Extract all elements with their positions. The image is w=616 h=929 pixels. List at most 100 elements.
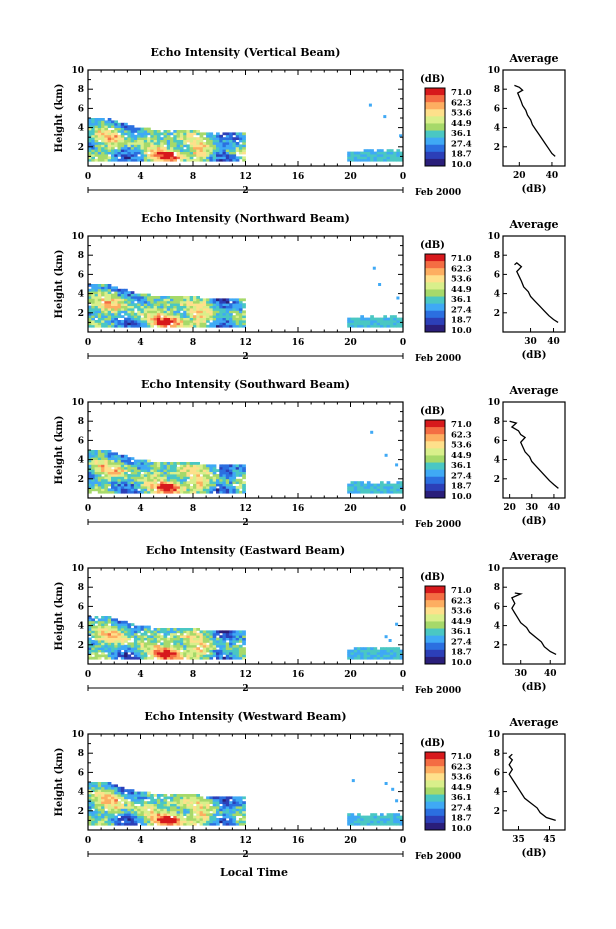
average-y-tick: 6 — [494, 602, 500, 612]
upper-echo-2 — [384, 782, 388, 785]
colorbar-band — [425, 642, 445, 651]
colorbar-band — [425, 254, 445, 262]
colorbar-band — [425, 158, 445, 167]
upper-echo-2 — [395, 622, 399, 626]
colorbar-label: 71.0 — [451, 88, 472, 98]
panel-title: Echo Intensity (Northward Beam) — [141, 212, 350, 225]
day-marker: 2 — [242, 518, 248, 528]
colorbar-band — [425, 116, 445, 124]
x-tick-label: 16 — [292, 836, 305, 846]
colorbar-band — [425, 815, 445, 824]
x-tick-label: 0 — [85, 670, 91, 680]
average-xlabel: (dB) — [522, 184, 547, 195]
colorbar-band — [425, 614, 445, 622]
y-tick-label: 2 — [78, 309, 84, 319]
colorbar-band — [425, 102, 445, 110]
colorbar-label: 10.0 — [451, 326, 472, 336]
y-tick-label: 2 — [78, 475, 84, 485]
upper-echo-2 — [383, 115, 387, 119]
colorbar-band — [425, 483, 445, 492]
colorbar-label: 18.7 — [451, 150, 472, 160]
average-title: Average — [508, 384, 558, 397]
colorbar-unit: (dB) — [420, 240, 445, 251]
average-frame — [502, 401, 566, 499]
colorbar-label: 53.6 — [451, 109, 472, 119]
colorbar-label: 18.7 — [451, 316, 472, 326]
x-tick-label: 16 — [292, 338, 305, 348]
average-x-tick: 30 — [526, 503, 539, 513]
colorbar-label: 53.6 — [451, 773, 472, 783]
average-y-tick: 10 — [487, 564, 500, 574]
colorbar-band — [425, 635, 445, 644]
average-frame — [502, 567, 566, 665]
colorbar-band — [425, 490, 445, 499]
colorbar-label: 62.3 — [451, 264, 472, 274]
colorbar-band — [425, 427, 445, 435]
colorbar-band — [425, 759, 445, 767]
colorbar-band — [425, 600, 445, 608]
average-xlabel: (dB) — [522, 848, 547, 859]
colorbar-label: 36.1 — [451, 295, 472, 305]
average-title: Average — [508, 550, 558, 563]
average-frame — [502, 235, 566, 333]
colorbar-frame — [424, 419, 446, 499]
colorbar-label: 27.4 — [451, 637, 472, 647]
colorbar-label: 71.0 — [451, 752, 472, 762]
upper-echo-1 — [368, 103, 372, 107]
colorbar-band — [425, 656, 445, 665]
x-tick-label: 0 — [400, 504, 406, 514]
x-tick-label: 12 — [239, 172, 252, 182]
average-title: Average — [508, 218, 558, 231]
x-tick-label: 8 — [190, 504, 196, 514]
x-tick-label: 4 — [137, 172, 143, 182]
colorbar-band — [425, 787, 445, 796]
y-tick-label: 10 — [71, 66, 84, 76]
colorbar-label: 62.3 — [451, 98, 472, 108]
x-tick-label: 4 — [137, 670, 143, 680]
colorbar-band — [425, 593, 445, 601]
upper-echo-3 — [399, 134, 403, 138]
colorbar-band — [425, 607, 445, 615]
average-y-tick: 6 — [494, 436, 500, 446]
panel-2: Echo Intensity (Northward Beam) 2 4 6 8 10 Hei… — [54, 212, 566, 364]
average-profile-line — [508, 753, 556, 822]
colorbar-label: 27.4 — [451, 803, 472, 813]
colorbar-label: 27.4 — [451, 139, 472, 149]
date-label: Feb 2000 — [415, 188, 461, 198]
x-axis-label: Local Time — [220, 866, 288, 879]
average-profile-line — [511, 592, 557, 655]
panel-5: Echo Intensity (Westward Beam) 2 4 6 8 10 Heig… — [54, 710, 566, 862]
average-title: Average — [508, 52, 558, 65]
panel-title: Echo Intensity (Vertical Beam) — [150, 46, 340, 59]
y-tick-label: 6 — [78, 602, 84, 612]
average-y-tick: 6 — [494, 768, 500, 778]
day-marker: 2 — [242, 352, 248, 362]
x-tick-label: 16 — [292, 504, 305, 514]
average-y-tick: 10 — [487, 232, 500, 242]
average-y-tick: 2 — [494, 641, 500, 651]
colorbar-label: 36.1 — [451, 793, 472, 803]
y-tick-label: 4 — [78, 290, 84, 300]
average-x-tick: 20 — [513, 171, 526, 181]
panel-title: Echo Intensity (Westward Beam) — [144, 710, 346, 723]
x-tick-label: 12 — [239, 504, 252, 514]
x-tick-label: 20 — [344, 504, 357, 514]
x-tick-label: 12 — [239, 670, 252, 680]
average-y-tick: 4 — [494, 456, 500, 466]
average-y-tick: 4 — [494, 788, 500, 798]
upper-echo-3 — [388, 639, 392, 642]
colorbar-band — [425, 282, 445, 290]
colorbar-label: 71.0 — [451, 586, 472, 596]
colorbar-label: 36.1 — [451, 627, 472, 637]
average-frame — [502, 69, 566, 167]
x-tick-label: 8 — [190, 670, 196, 680]
colorbar-label: 10.0 — [451, 160, 472, 170]
y-tick-label: 4 — [78, 788, 84, 798]
y-tick-label: 4 — [78, 622, 84, 632]
colorbar-label: 18.7 — [451, 648, 472, 658]
y-axis-label: Height (km) — [54, 748, 65, 817]
date-label: Feb 2000 — [415, 520, 461, 530]
echo-heatmap — [88, 616, 404, 660]
y-axis-label: Height (km) — [54, 582, 65, 651]
y-axis-label: Height (km) — [54, 84, 65, 153]
